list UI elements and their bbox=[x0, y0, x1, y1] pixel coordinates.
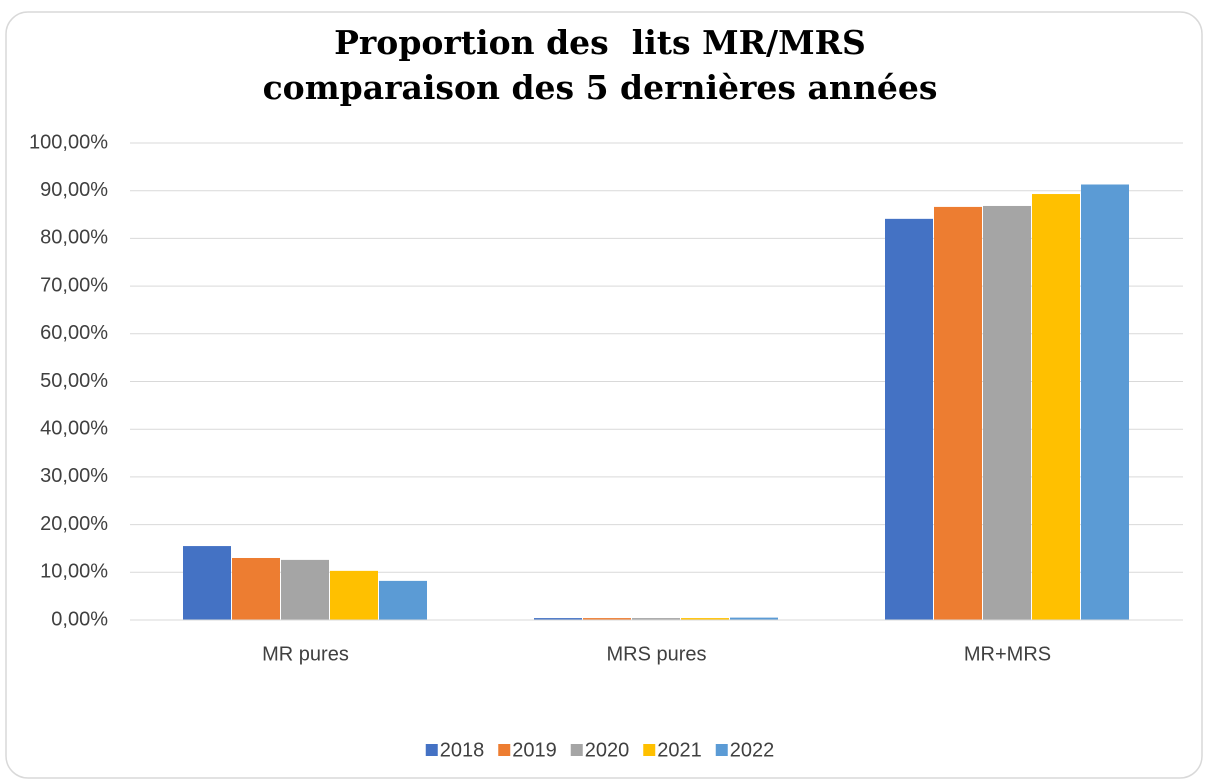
chart-title: Proportion des lits MR/MRS bbox=[334, 23, 866, 62]
y-tick-label: 20,00% bbox=[40, 513, 108, 535]
bar bbox=[730, 617, 778, 620]
y-tick-label: 50,00% bbox=[40, 370, 108, 392]
y-tick-label: 10,00% bbox=[40, 561, 108, 583]
legend-label: 2021 bbox=[657, 739, 702, 761]
chart-title: comparaison des 5 dernières années bbox=[263, 68, 938, 107]
bar bbox=[885, 218, 933, 620]
bar bbox=[183, 546, 231, 620]
bar bbox=[632, 618, 680, 620]
bar bbox=[379, 580, 427, 620]
y-tick-label: 30,00% bbox=[40, 465, 108, 487]
x-tick-label: MRS pures bbox=[606, 643, 706, 665]
legend-swatch bbox=[570, 744, 583, 756]
x-tick-label: MR+MRS bbox=[964, 643, 1051, 665]
bar bbox=[281, 559, 329, 620]
legend-swatch bbox=[715, 744, 728, 756]
bar bbox=[330, 570, 378, 620]
y-tick-label: 90,00% bbox=[40, 179, 108, 201]
legend-label: 2022 bbox=[730, 739, 775, 761]
legend-swatch bbox=[425, 744, 438, 756]
y-tick-label: 40,00% bbox=[40, 417, 108, 439]
y-tick-label: 70,00% bbox=[40, 274, 108, 296]
legend-swatch bbox=[643, 744, 656, 756]
legend-swatch bbox=[498, 744, 511, 756]
legend-label: 2018 bbox=[440, 739, 485, 761]
bar bbox=[934, 206, 982, 620]
bar bbox=[681, 618, 729, 620]
legend-label: 2019 bbox=[512, 739, 557, 761]
bar bbox=[1081, 184, 1129, 620]
y-tick-label: 60,00% bbox=[40, 322, 108, 344]
bar bbox=[983, 205, 1031, 621]
y-tick-label: 100,00% bbox=[29, 131, 108, 153]
legend-label: 2020 bbox=[585, 739, 630, 761]
bar bbox=[232, 557, 280, 620]
y-tick-label: 80,00% bbox=[40, 227, 108, 249]
y-tick-label: 0,00% bbox=[51, 608, 108, 630]
bar bbox=[1032, 194, 1080, 620]
bar bbox=[534, 618, 582, 620]
bar bbox=[583, 618, 631, 620]
x-tick-label: MR pures bbox=[262, 643, 349, 665]
